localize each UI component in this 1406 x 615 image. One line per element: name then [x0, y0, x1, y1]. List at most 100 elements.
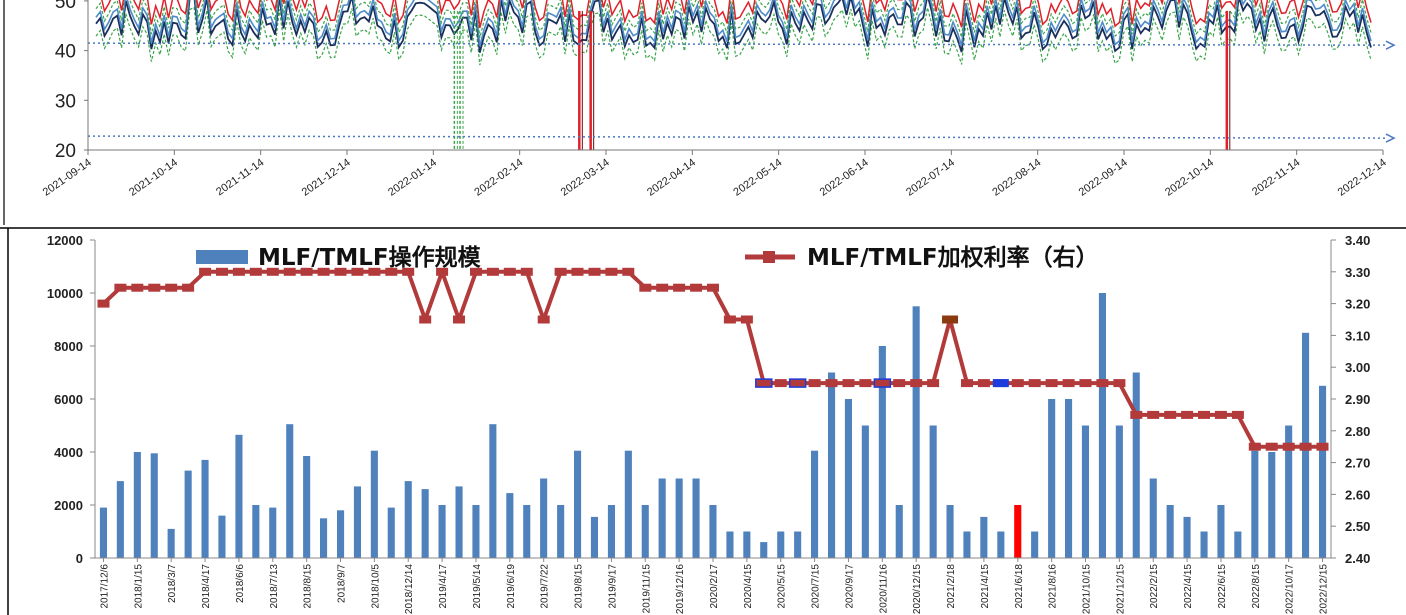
top-reference-line: [87, 42, 1389, 46]
bar: [1166, 505, 1174, 558]
bar: [1183, 516, 1191, 558]
bottom-x-tick-label: 2018/6/6: [235, 564, 246, 603]
rate-marker: [1113, 379, 1126, 388]
bottom-x-tick-label: 2022/12/15: [1319, 564, 1330, 614]
bar: [167, 528, 175, 558]
rate-marker: [199, 267, 212, 276]
bottom-x-tick-label: 2021/12/15: [1115, 564, 1126, 614]
bottom-x-tick-label: 2020/5/15: [777, 564, 788, 609]
bottom-chart-frame: [0, 227, 1406, 615]
bar: [353, 486, 361, 558]
rate-marker: [1316, 442, 1329, 451]
rate-marker: [571, 267, 584, 276]
rate-marker: [182, 283, 195, 292]
rate-marker: [1299, 442, 1312, 451]
rate-marker: [1164, 410, 1177, 419]
rate-marker: [97, 299, 110, 308]
rate-marker: [436, 267, 449, 276]
top-reference-arrow: [1385, 133, 1396, 143]
rate-marker: [486, 267, 499, 276]
rate-marker: [554, 267, 567, 276]
bottom-x-tick-label: 2018/9/7: [337, 564, 348, 603]
bar: [1048, 399, 1056, 558]
rate-marker: [232, 267, 245, 276]
bar: [641, 505, 649, 558]
bar: [150, 453, 158, 558]
rate-marker: [690, 283, 703, 292]
bar: [1031, 531, 1039, 558]
legend-bar-label: MLF/TMLF操作规模: [258, 245, 482, 271]
bar: [133, 452, 141, 558]
rate-marker: [1045, 379, 1058, 388]
rate-marker-highlight: [992, 379, 1009, 388]
bottom-right-tick-label: 3.00: [1345, 360, 1370, 375]
rate-marker: [605, 267, 618, 276]
rate-marker: [1028, 379, 1041, 388]
bottom-x-tick-label: 2019/12/16: [675, 564, 686, 614]
bar: [404, 481, 412, 558]
rate-marker: [368, 267, 381, 276]
bottom-left-tick-label: 2000: [54, 498, 83, 513]
rate-marker: [334, 267, 347, 276]
bottom-x-tick-label: 2020/7/15: [811, 564, 822, 609]
bottom-x-tick-label: 2022/4/15: [1183, 564, 1194, 609]
bar: [201, 459, 209, 558]
bottom-x-tick-label: 2020/4/15: [743, 564, 754, 609]
bar: [895, 505, 903, 558]
bar: [946, 505, 954, 558]
bottom-right-tick-label: 2.90: [1345, 392, 1370, 407]
rate-marker: [470, 267, 482, 276]
rate-marker: [740, 315, 753, 324]
rate-marker: [300, 267, 313, 276]
bar: [1217, 505, 1225, 558]
rate-marker: [808, 379, 821, 388]
bar: [963, 531, 971, 558]
bottom-right-tick-label: 2.70: [1345, 456, 1370, 471]
bar: [607, 505, 615, 558]
bar: [743, 531, 751, 558]
bottom-right-tick-label: 2.60: [1345, 487, 1370, 502]
rate-marker: [283, 267, 296, 276]
bar: [709, 505, 717, 558]
rate-marker: [1062, 379, 1075, 388]
bottom-x-tick-label: 2019/8/15: [574, 564, 585, 609]
bottom-x-tick-label: 2022/6/15: [1217, 564, 1228, 609]
bar: [184, 470, 192, 558]
rate-marker: [961, 379, 973, 388]
bar: [794, 531, 802, 558]
legend-bar-swatch: [196, 250, 248, 264]
rate-marker: [977, 379, 990, 388]
bottom-x-tick-label: 2018/12/14: [404, 564, 415, 614]
bar: [320, 518, 328, 559]
bottom-x-tick-label: 2019/4/17: [438, 564, 449, 609]
bar: [557, 505, 565, 558]
bar: [99, 507, 107, 558]
rate-marker: [1265, 442, 1278, 451]
bar: [777, 531, 785, 558]
top-series-blue: [95, 0, 1372, 47]
rate-marker: [1011, 379, 1024, 388]
bar: [1200, 531, 1208, 558]
rate-marker: [1079, 379, 1092, 388]
rate-marker: [842, 379, 855, 388]
bar: [116, 481, 124, 558]
rate-marker: [893, 379, 906, 388]
rate-marker: [249, 267, 262, 276]
rate-marker: [402, 267, 415, 276]
rate-marker: [520, 267, 533, 276]
bottom-chart-legend: MLF/TMLF操作规模 MLF/TMLF加权利率（右）: [196, 244, 1099, 271]
bottom-left-tick-label: 8000: [54, 339, 83, 354]
top-y-tick-label: 50: [55, 0, 76, 13]
bottom-x-tick-label: 2019/6/19: [506, 564, 517, 609]
rate-marker-highlight: [873, 378, 892, 388]
bar: [523, 505, 531, 558]
bar: [421, 489, 429, 558]
rate-marker: [774, 379, 787, 388]
rate-marker: [723, 315, 736, 324]
bar: [844, 399, 852, 558]
rate-marker: [216, 267, 228, 276]
top-series-green-upper: [95, 0, 1372, 38]
bottom-left-tick-label: 0: [76, 551, 83, 566]
bar: [1251, 450, 1259, 558]
